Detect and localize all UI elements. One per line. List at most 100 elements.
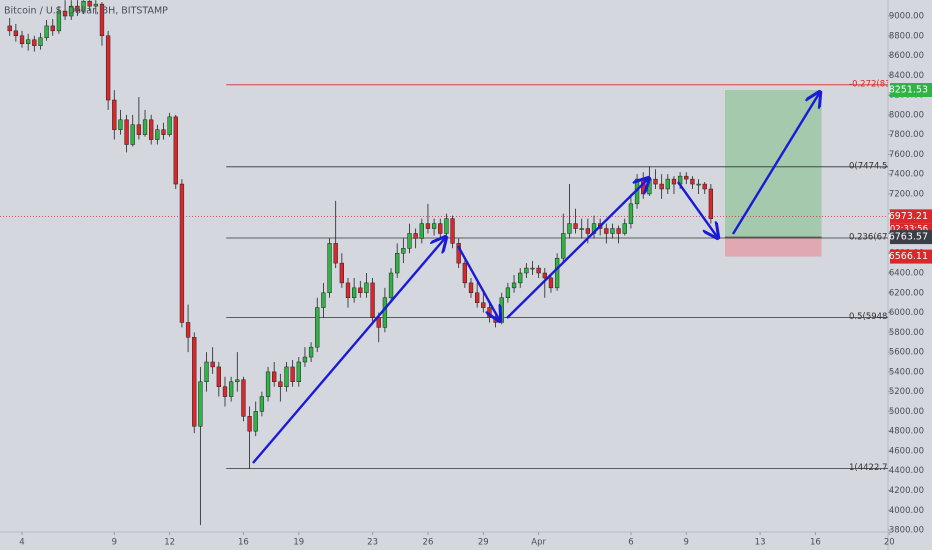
y-tick-label: 4800.00 bbox=[889, 427, 924, 437]
candle-body bbox=[493, 317, 498, 323]
candle-body bbox=[659, 183, 664, 190]
candle-body bbox=[407, 233, 412, 249]
candle-body bbox=[567, 223, 572, 234]
candle-body bbox=[142, 119, 148, 135]
countdown-bg bbox=[890, 223, 932, 235]
y-tick-label: 8800.00 bbox=[889, 31, 924, 41]
arrow bbox=[506, 178, 649, 319]
candle-body bbox=[536, 267, 541, 274]
fib-label: 1(4422.76) bbox=[849, 463, 896, 473]
x-tick-label: 16 bbox=[238, 538, 249, 548]
candle-body bbox=[518, 272, 523, 284]
candle-body bbox=[444, 218, 449, 234]
fib-label: -0.272(8304 bbox=[849, 79, 901, 89]
y-tick-label: 7200.00 bbox=[889, 189, 924, 199]
candle-body bbox=[487, 307, 492, 318]
x-tick-label: 12 bbox=[164, 538, 175, 548]
candle-body bbox=[321, 292, 326, 308]
x-tick-label: 13 bbox=[755, 538, 766, 548]
candle-body bbox=[13, 30, 19, 37]
candle-body bbox=[573, 223, 578, 229]
y-tick-label: 5000.00 bbox=[889, 407, 924, 417]
entry-tag-bg bbox=[890, 230, 932, 245]
x-tick-label: 29 bbox=[478, 538, 489, 548]
x-tick-label: 26 bbox=[423, 538, 434, 548]
y-tick-label: 5600.00 bbox=[889, 348, 924, 358]
candle-body bbox=[204, 361, 209, 383]
candle-body bbox=[259, 396, 265, 412]
candle-body bbox=[124, 119, 129, 145]
candle-body bbox=[192, 337, 197, 427]
candle-body bbox=[216, 366, 221, 387]
candle-body bbox=[62, 10, 68, 17]
axes: 3800.00 4000.00 4200.00 4400.00 4600.00 4800.… bbox=[19, 12, 932, 548]
candle-body bbox=[290, 366, 295, 383]
candle-body bbox=[370, 282, 375, 318]
candle-body bbox=[56, 10, 62, 32]
candle-body bbox=[604, 228, 609, 234]
candle-body bbox=[382, 297, 388, 328]
candle-body bbox=[235, 379, 240, 383]
y-tick-label: 5400.00 bbox=[889, 367, 924, 377]
candle-body bbox=[702, 183, 707, 190]
x-tick-label: 9 bbox=[684, 538, 689, 548]
candle-body bbox=[468, 282, 474, 294]
x-tick-label: 23 bbox=[367, 538, 378, 548]
candle-body bbox=[228, 381, 234, 397]
y-tick-label: 8400.00 bbox=[889, 71, 924, 81]
y-tick-label: 4400.00 bbox=[889, 466, 924, 476]
x-tick-label: 6 bbox=[628, 538, 633, 548]
candle-body bbox=[561, 233, 566, 259]
candle-body bbox=[32, 39, 37, 46]
candle-body bbox=[284, 366, 289, 387]
candle-body bbox=[155, 129, 160, 140]
plot-area: -0.272(8304 0(7474.50) 0.236(6754.3 0.5(594… bbox=[0, 0, 906, 526]
candle-body bbox=[308, 346, 314, 358]
candle-body bbox=[616, 228, 621, 234]
candle-body bbox=[93, 3, 98, 7]
candle-body bbox=[118, 119, 123, 130]
candle-body bbox=[136, 124, 142, 135]
y-tick-label: 8600.00 bbox=[889, 51, 924, 61]
candle-body bbox=[462, 262, 468, 284]
candle-body bbox=[610, 228, 615, 234]
candle-body bbox=[315, 307, 320, 348]
candle-body bbox=[87, 0, 92, 7]
candle-body bbox=[548, 277, 554, 289]
candle-body bbox=[167, 116, 172, 135]
candle-body bbox=[351, 287, 357, 298]
loss-zone bbox=[725, 237, 822, 257]
candle-body bbox=[222, 386, 228, 397]
entry-tag: 6763.57 bbox=[889, 232, 928, 243]
stop-tag-bg bbox=[890, 249, 932, 264]
y-tick-label: 7400.00 bbox=[889, 170, 924, 180]
target-tag-bg bbox=[890, 82, 932, 97]
candle-body bbox=[438, 223, 443, 234]
last-price-tag: 6973.21 bbox=[889, 211, 928, 222]
candle-body bbox=[161, 129, 166, 135]
candle-body bbox=[690, 178, 695, 185]
candle-body bbox=[339, 262, 344, 284]
candle-body bbox=[105, 35, 111, 101]
y-tick-label: 3800.00 bbox=[889, 526, 924, 536]
candle-body bbox=[333, 243, 338, 264]
candle-body bbox=[44, 25, 49, 39]
candle-body bbox=[173, 116, 178, 185]
candle-body bbox=[665, 178, 670, 190]
last-price-tag-bg bbox=[890, 209, 932, 224]
y-tick-label: 5200.00 bbox=[889, 387, 924, 397]
y-tick-label: 8000.00 bbox=[889, 110, 924, 120]
trend-arrows bbox=[252, 92, 820, 464]
candle-body bbox=[388, 272, 394, 298]
candle-body bbox=[302, 356, 308, 363]
stop-tag: 6566.11 bbox=[889, 251, 928, 262]
countdown: 02:33:56 bbox=[890, 224, 928, 234]
candle-body bbox=[179, 183, 185, 323]
fib-label: 0.236(6754.3 bbox=[849, 232, 906, 242]
target-tag: 8251.53 bbox=[889, 84, 928, 95]
y-tick-label: 5800.00 bbox=[889, 328, 924, 338]
candle-body bbox=[185, 322, 191, 338]
candle-body bbox=[628, 203, 634, 224]
candle-body bbox=[671, 178, 677, 185]
x-tick-label: 9 bbox=[112, 538, 117, 548]
